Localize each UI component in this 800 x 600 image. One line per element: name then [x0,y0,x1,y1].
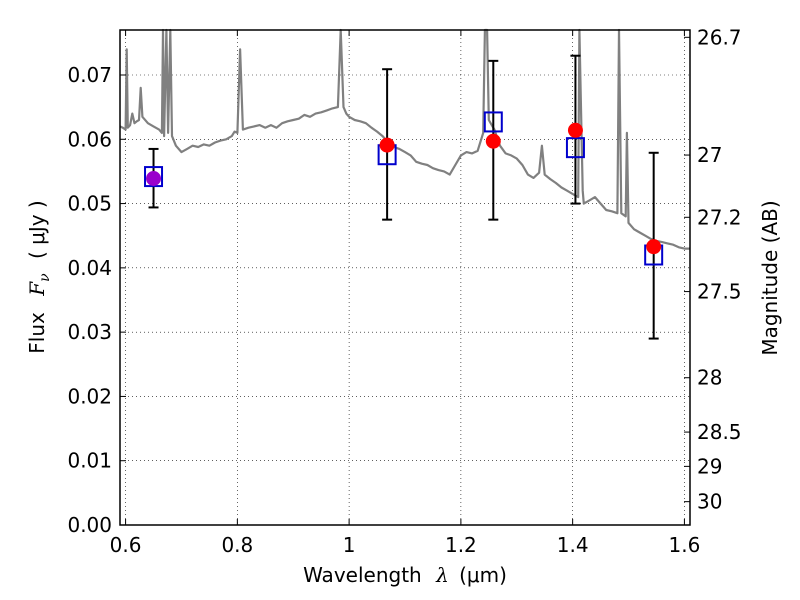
y2-tick-label: 27.2 [697,205,742,229]
x-tick-label: 1.6 [669,533,701,557]
axis-ticks: 0.6 0.8 1 1.2 1.4 1.6 0.00 0.01 0.02 0.03 0.04 0.05… [67,25,741,557]
model-photometry-square [565,137,585,159]
model-photometry-series [144,111,664,266]
y2-tick-label: 30 [697,490,722,514]
x-tick-label: 0.6 [110,533,142,557]
observed-flux-series [146,122,662,255]
y-tick-label: 0.00 [67,513,112,537]
observed-flux-point [379,137,395,153]
grid [120,30,690,526]
model-photometry-square [144,166,164,188]
x-tick-label: 1.2 [445,533,477,557]
y-tick-label: 0.05 [67,192,112,216]
y-tick-label: 0.03 [67,320,112,344]
y-tick-label: 0.06 [67,127,112,151]
x-axis-title: Wavelength λ (μm) [303,563,507,587]
y2-tick-label: 27.5 [697,280,742,304]
y-axis-title: Flux Fν ( μJy ) [25,200,54,353]
y-tick-label: 0.07 [67,63,112,87]
y2-axis-title: Magnitude (AB) [758,200,782,355]
y-tick-label: 0.04 [67,256,112,280]
y2-tick-label: 27 [697,143,722,167]
model-sed-line [119,28,690,250]
y2-tick-label: 28.5 [697,420,742,444]
y-tick-label: 0.02 [67,384,112,408]
y-tick-label: 0.01 [67,449,112,473]
observed-flux-point [485,133,501,149]
x-tick-label: 1.4 [557,533,589,557]
y2-tick-label: 28 [697,366,722,390]
plot-frame [119,29,691,526]
y2-tick-label: 29 [697,454,722,478]
x-tick-label: 0.8 [221,533,253,557]
observed-flux-point [567,122,583,138]
model-photometry-square [483,111,503,133]
model-sed-series [119,28,690,250]
observed-flux-point [646,239,662,255]
x-tick-label: 1 [343,533,356,557]
observed-flux-point [146,171,162,186]
y2-tick-label: 26.7 [697,25,742,49]
